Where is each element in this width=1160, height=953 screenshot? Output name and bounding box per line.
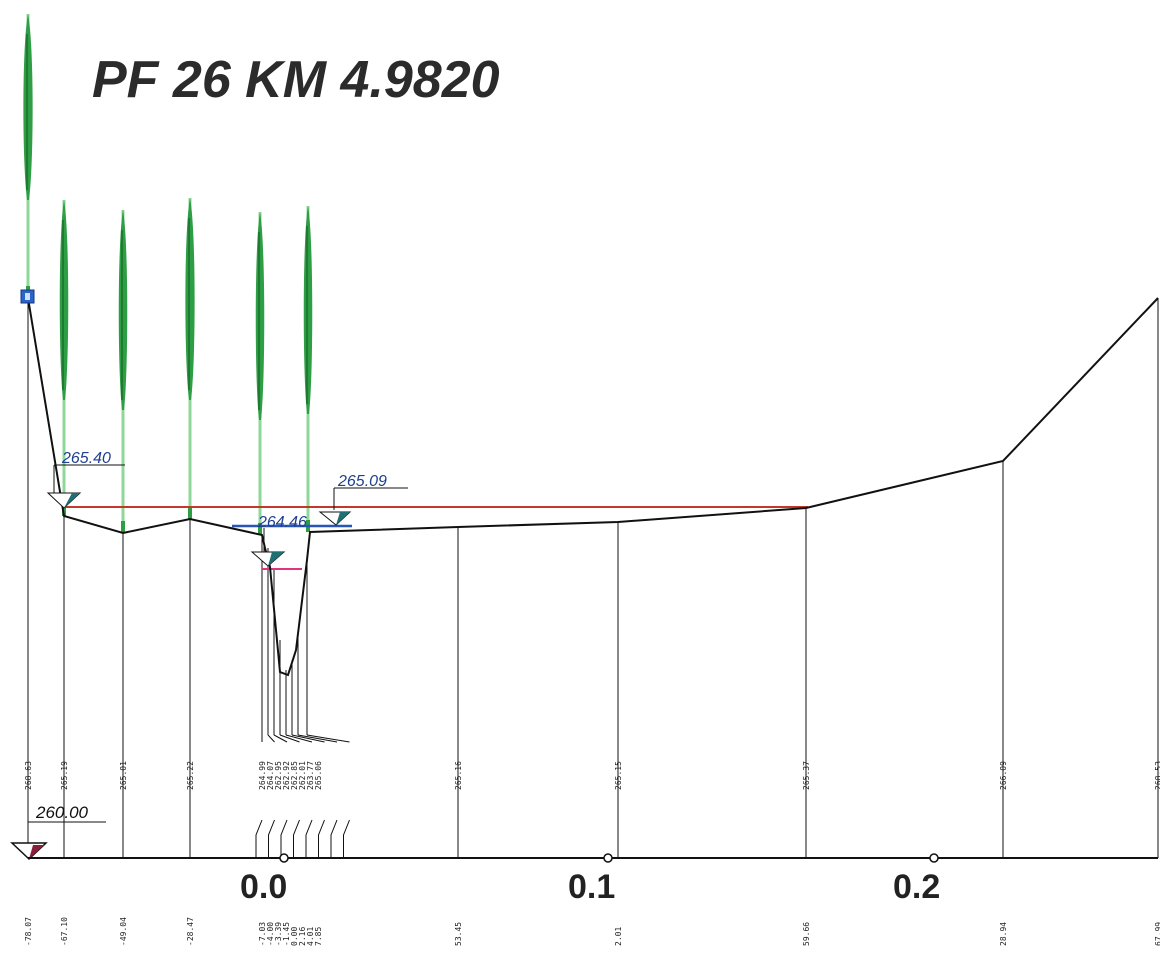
leader-line-lower	[255, 819, 263, 858]
elevation-label: 265.37	[802, 761, 811, 790]
leader-line-lower	[268, 819, 275, 858]
axis-tick-0	[279, 853, 289, 863]
offset-label: 0.00	[290, 927, 299, 946]
offset-label: 2.01	[614, 927, 623, 946]
elevation-label: 265.06	[314, 761, 323, 790]
elevation-label: 264.07	[266, 761, 275, 790]
elevation-label: 265.01	[119, 761, 128, 790]
leader-line-lower	[330, 819, 338, 858]
leader-line-lower	[293, 819, 300, 858]
offset-label: -3.39	[274, 922, 283, 946]
leader-line-lower	[280, 819, 288, 858]
offset-label: 7.85	[314, 927, 323, 946]
datum-marker: 260.00	[10, 803, 106, 861]
elevation-label: 262.01	[298, 761, 307, 790]
axis-label-2: 0.2	[893, 868, 940, 906]
profile-title: PF 26 KM 4.9820	[92, 51, 500, 109]
axis-label-0: 0.0	[240, 868, 287, 906]
axis-label-1: 0.1	[568, 868, 615, 906]
water-level-label-channel: 264.46	[257, 514, 307, 531]
tree-icon	[303, 206, 313, 532]
elevation-labels: 268.63 265.19 265.01 265.22 264.99 264.07 262.…	[24, 761, 1160, 790]
elevation-label: 266.09	[999, 761, 1008, 790]
station-box-marker	[20, 289, 35, 304]
offset-label: 67.99	[1154, 922, 1160, 946]
offset-label: 59.66	[802, 922, 811, 946]
leader-line	[267, 734, 275, 743]
tree-icon	[23, 14, 33, 298]
elevation-label: 262.85	[290, 761, 299, 790]
offset-label: 4.01	[306, 927, 315, 946]
water-level-marker-right: 265.09	[318, 473, 408, 526]
tree-icon	[59, 200, 69, 516]
water-level-label-right: 265.09	[337, 473, 387, 490]
offset-label: -4.00	[266, 922, 275, 946]
water-level-label-left: 265.40	[61, 450, 111, 467]
vegetation-group	[23, 14, 313, 535]
elevation-label: 264.99	[258, 761, 267, 790]
offset-label: 2.16	[298, 927, 307, 946]
label-leader-lines	[255, 734, 350, 858]
datum-label: 260.00	[35, 803, 89, 822]
axis-tick-1	[603, 853, 613, 863]
elevation-label: 265.15	[614, 761, 623, 790]
elevation-label: 262.95	[274, 761, 283, 790]
ground-profile-line	[27, 297, 1159, 677]
offset-labels: -78.07 -67.10 -49.04 -28.47 -7.03 -4.00 -3.39-…	[24, 917, 1160, 946]
offset-label: 28.94	[999, 922, 1008, 946]
elevation-label: 262.92	[282, 761, 291, 790]
tree-icon	[255, 212, 265, 535]
leader-line	[291, 734, 325, 743]
tree-icon	[185, 198, 195, 519]
offset-label: -78.07	[24, 917, 33, 946]
elevation-label: 265.22	[186, 761, 195, 790]
elevation-label: 265.16	[454, 761, 463, 790]
offset-label: -28.47	[186, 917, 195, 946]
elevation-label: 265.19	[60, 761, 69, 790]
leader-line	[279, 734, 300, 743]
water-level-marker-channel: 264.46	[250, 514, 307, 567]
leader-line	[297, 734, 338, 743]
axis-tick-2	[929, 853, 939, 863]
leader-line-lower	[305, 819, 313, 858]
elevation-label: 263.77	[306, 761, 315, 790]
leader-line	[273, 734, 288, 743]
elevation-label: 268.63	[24, 761, 33, 790]
leader-line-lower	[343, 819, 350, 858]
water-level-marker-left: 265.40	[46, 450, 125, 509]
leader-line	[306, 734, 350, 743]
offset-label: -67.10	[60, 917, 69, 946]
tree-icon	[118, 210, 128, 533]
offset-label: -7.03	[258, 922, 267, 946]
station-lines	[27, 298, 1159, 858]
leader-line-lower	[318, 819, 325, 858]
offset-label: -1.45	[282, 922, 291, 946]
offset-label: 53.45	[454, 922, 463, 946]
leader-line	[285, 734, 313, 743]
elevation-label: 268.53	[1154, 761, 1160, 790]
offset-label: -49.04	[119, 917, 128, 946]
